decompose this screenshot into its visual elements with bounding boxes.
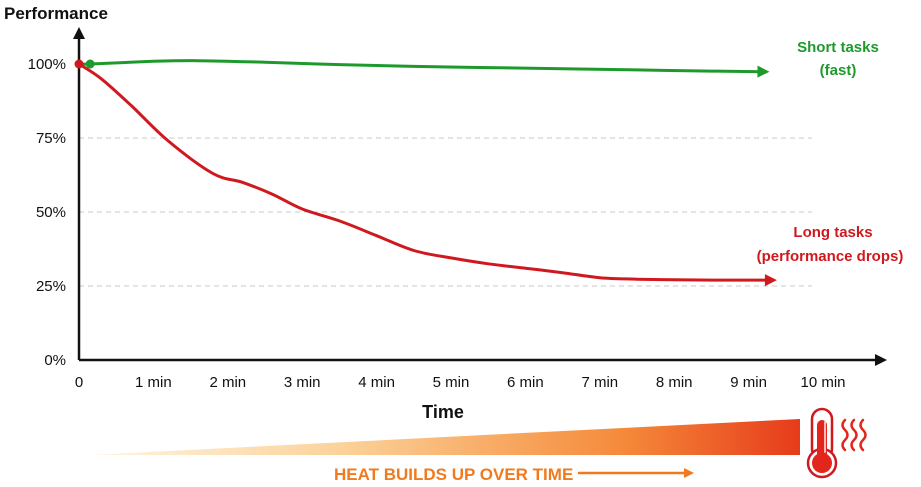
y-tick-label: 0% — [44, 352, 66, 369]
y-tick-label: 100% — [28, 56, 66, 73]
x-tick-label: 6 min — [507, 374, 544, 391]
x-axis-arrowhead — [875, 354, 887, 366]
heat-banner-text: HEAT BUILDS UP OVER TIME — [334, 465, 573, 484]
x-tick-label: 9 min — [730, 374, 767, 391]
x-tick-label: 10 min — [800, 374, 845, 391]
x-axis-title: Time — [422, 402, 464, 422]
thermometer-icon — [806, 407, 838, 479]
long-tasks-line — [77, 62, 773, 282]
long-tasks-label: Long tasks — [793, 224, 872, 241]
x-tick-label: 4 min — [358, 374, 395, 391]
short-tasks-line — [77, 59, 765, 74]
x-tick-label: 0 — [75, 374, 83, 391]
short-tasks-label: Short tasks — [797, 39, 879, 56]
y-tick-label: 50% — [36, 204, 66, 221]
x-tick-label: 3 min — [284, 374, 321, 391]
y-tick-label: 25% — [36, 278, 66, 295]
short-tasks-start-point — [85, 59, 95, 69]
x-tick-label: 1 min — [135, 374, 172, 391]
x-tick-label: 5 min — [433, 374, 470, 391]
x-tick-label: 8 min — [656, 374, 693, 391]
x-tick-label: 2 min — [209, 374, 246, 391]
heat-gradient-wedge — [90, 419, 800, 455]
short-tasks-arrowhead — [757, 65, 770, 78]
short-tasks-sublabel: (fast) — [820, 62, 857, 79]
axes — [73, 27, 887, 366]
y-axis-title: Performance — [4, 4, 108, 23]
heat-arrow — [578, 468, 694, 478]
heat-waves-icon — [841, 418, 867, 452]
grid-lines — [79, 137, 812, 287]
y-axis-arrowhead — [73, 27, 85, 39]
long-tasks-start-point — [74, 59, 84, 69]
tick-labels: 0 1 min 2 min 3 min 4 min 5 min 6 min 7 min 8 mi… — [28, 56, 846, 391]
long-tasks-arrowhead — [764, 274, 777, 287]
long-tasks-sublabel: (performance drops) — [757, 248, 904, 265]
series-lines — [74, 59, 777, 287]
x-tick-label: 7 min — [581, 374, 618, 391]
y-tick-label: 75% — [36, 130, 66, 147]
